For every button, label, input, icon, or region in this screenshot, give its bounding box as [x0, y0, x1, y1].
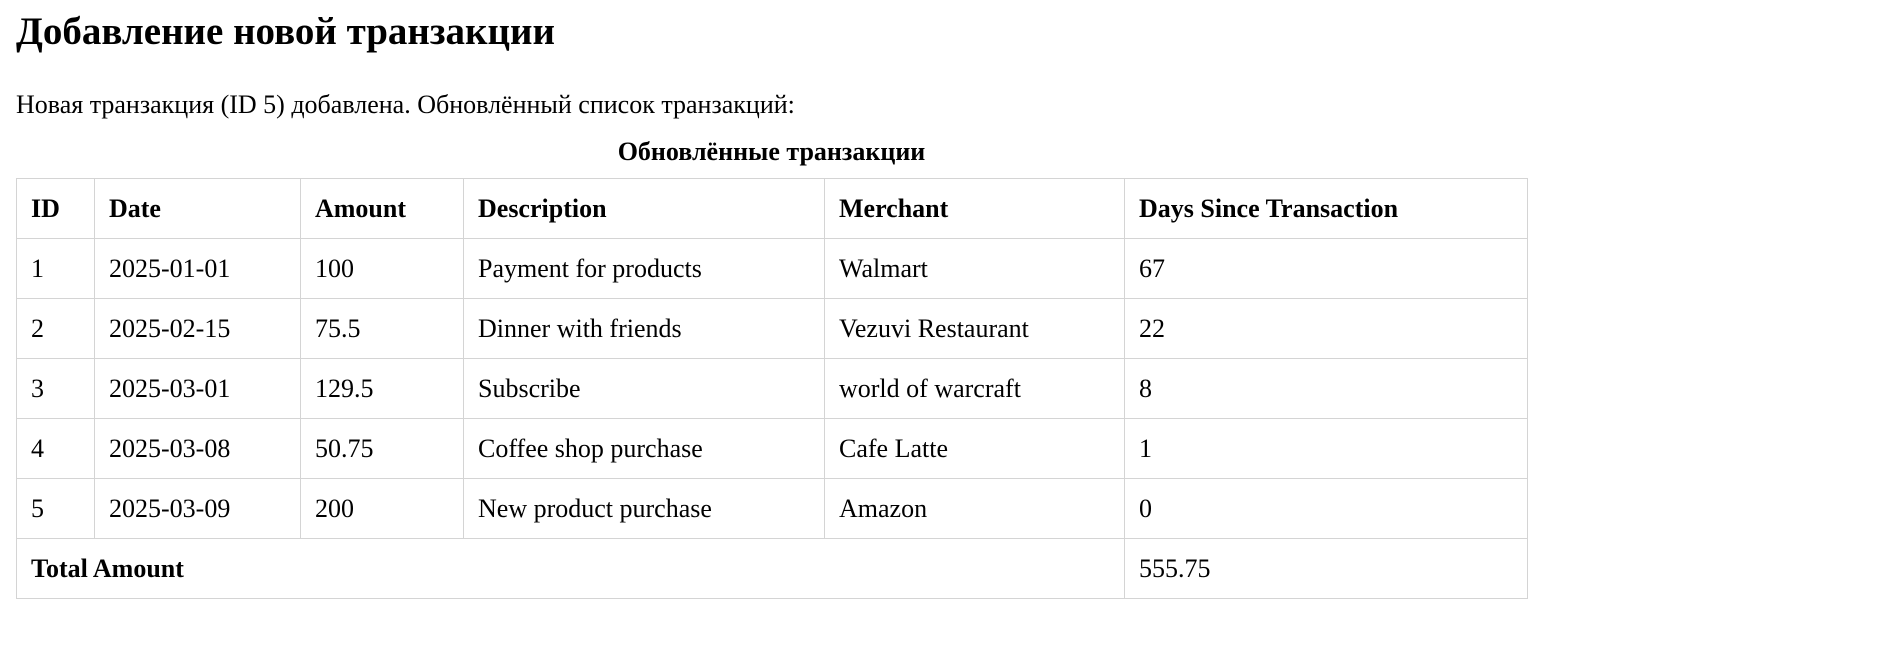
cell-description: New product purchase: [463, 478, 825, 539]
cell-date: 2025-03-01: [94, 358, 301, 419]
cell-date: 2025-03-08: [94, 418, 301, 479]
total-value: 555.75: [1124, 538, 1528, 599]
cell-days-since: 67: [1124, 238, 1528, 299]
cell-id: 4: [16, 418, 95, 479]
cell-amount: 100: [300, 238, 464, 299]
column-header-merchant: Merchant: [824, 178, 1125, 239]
cell-days-since: 22: [1124, 298, 1528, 359]
cell-description: Coffee shop purchase: [463, 418, 825, 479]
transactions-table: ID Date Amount Description Merchant Days…: [16, 178, 1528, 599]
cell-merchant: world of warcraft: [824, 358, 1125, 419]
column-header-id: ID: [16, 178, 95, 239]
cell-merchant: Vezuvi Restaurant: [824, 298, 1125, 359]
column-header-date: Date: [94, 178, 301, 239]
table-row: 1 2025-01-01 100 Payment for products Wa…: [16, 238, 1528, 299]
cell-id: 1: [16, 238, 95, 299]
table-header-row: ID Date Amount Description Merchant Days…: [16, 178, 1528, 239]
column-header-days-since: Days Since Transaction: [1124, 178, 1528, 239]
table-row: 3 2025-03-01 129.5 Subscribe world of wa…: [16, 358, 1528, 419]
cell-amount: 75.5: [300, 298, 464, 359]
column-header-amount: Amount: [300, 178, 464, 239]
cell-id: 3: [16, 358, 95, 419]
cell-amount: 50.75: [300, 418, 464, 479]
table-row: 4 2025-03-08 50.75 Coffee shop purchase …: [16, 418, 1528, 479]
table-row: 2 2025-02-15 75.5 Dinner with friends Ve…: [16, 298, 1528, 359]
transactions-table-wrapper: Обновлённые транзакции ID Date Amount De…: [16, 137, 1528, 599]
page-title: Добавление новой транзакции: [16, 10, 555, 53]
cell-date: 2025-01-01: [94, 238, 301, 299]
cell-description: Payment for products: [463, 238, 825, 299]
cell-description: Subscribe: [463, 358, 825, 419]
cell-days-since: 8: [1124, 358, 1528, 419]
cell-merchant: Amazon: [824, 478, 1125, 539]
total-label: Total Amount: [16, 538, 1125, 599]
cell-id: 2: [16, 298, 95, 359]
cell-merchant: Walmart: [824, 238, 1125, 299]
cell-days-since: 1: [1124, 418, 1528, 479]
cell-amount: 200: [300, 478, 464, 539]
column-header-description: Description: [463, 178, 825, 239]
total-row: Total Amount 555.75: [16, 538, 1528, 599]
cell-date: 2025-02-15: [94, 298, 301, 359]
cell-date: 2025-03-09: [94, 478, 301, 539]
cell-amount: 129.5: [300, 358, 464, 419]
table-row: 5 2025-03-09 200 New product purchase Am…: [16, 478, 1528, 539]
cell-merchant: Cafe Latte: [824, 418, 1125, 479]
cell-days-since: 0: [1124, 478, 1528, 539]
status-message: Новая транзакция (ID 5) добавлена. Обнов…: [16, 90, 795, 119]
table-caption: Обновлённые транзакции: [617, 137, 926, 166]
cell-description: Dinner with friends: [463, 298, 825, 359]
cell-id: 5: [16, 478, 95, 539]
